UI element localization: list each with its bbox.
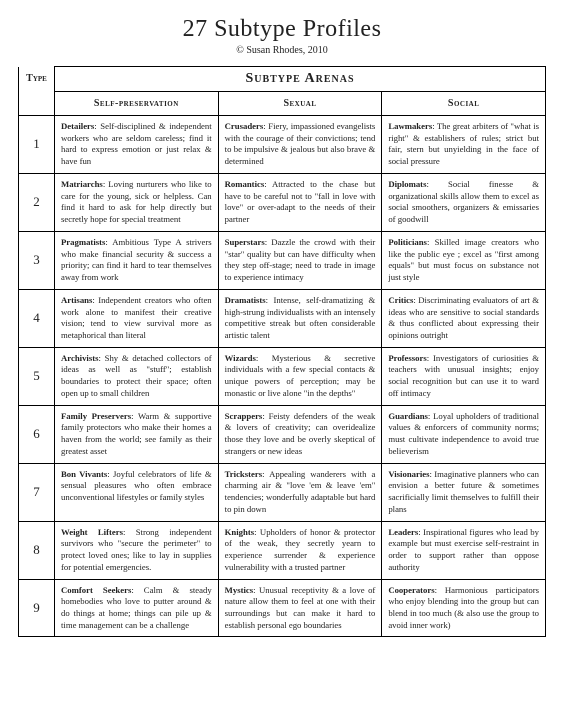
subtype-cell: Politicians: Skilled image creators who … xyxy=(382,231,546,289)
subtype-name: Critics xyxy=(388,295,413,305)
subtype-cell: Matriarchs: Loving nurturers who like to… xyxy=(55,173,219,231)
copyright: © Susan Rhodes, 2010 xyxy=(18,45,546,56)
subtype-cell: Dramatists: Intense, self-dramatizing & … xyxy=(218,289,382,347)
subtype-cell: Pragmatists: Ambitious Type A strivers w… xyxy=(55,231,219,289)
subtype-name: Tricksters xyxy=(225,469,262,479)
subtype-cell: Superstars: Dazzle the crowd with their … xyxy=(218,231,382,289)
type-number: 7 xyxy=(19,463,55,521)
page-title: 27 Subtype Profiles xyxy=(18,16,546,43)
type-number: 8 xyxy=(19,521,55,579)
subtype-name: Lawmakers xyxy=(388,121,432,131)
subtype-name: Visionaries xyxy=(388,469,429,479)
type-number: 6 xyxy=(19,405,55,463)
col-sp-header: Self-preservation xyxy=(55,92,219,116)
subtype-name: Romantics xyxy=(225,179,265,189)
subtype-cell: Critics: Discriminating evaluators of ar… xyxy=(382,289,546,347)
spanner-header: Subtype Arenas xyxy=(55,67,546,92)
subtype-cell: Scrappers: Feisty defenders of the weak … xyxy=(218,405,382,463)
subtype-name: Detailers xyxy=(61,121,94,131)
type-number: 9 xyxy=(19,579,55,637)
table-body: 1Detailers: Self-disciplined & independe… xyxy=(19,116,546,637)
subtype-cell: Cooperators: Harmonious participators wh… xyxy=(382,579,546,637)
subtype-cell: Professors: Investigators of curiosities… xyxy=(382,347,546,405)
subtype-cell: Detailers: Self-disciplined & independen… xyxy=(55,116,219,174)
subtype-name: Knights xyxy=(225,527,254,537)
subtype-name: Superstars xyxy=(225,237,265,247)
col-sx-header: Sexual xyxy=(218,92,382,116)
subtype-cell: Mystics: Unusual receptivity & a love of… xyxy=(218,579,382,637)
type-number: 3 xyxy=(19,231,55,289)
subtype-cell: Family Preservers: Warm & supportive fam… xyxy=(55,405,219,463)
type-number: 2 xyxy=(19,173,55,231)
subtype-cell: Weight Lifters: Strong independent survi… xyxy=(55,521,219,579)
subtype-name: Professors xyxy=(388,353,426,363)
subtype-cell: Visionaries: Imaginative planners who ca… xyxy=(382,463,546,521)
table-row: 5Archivists: Shy & detached collectors o… xyxy=(19,347,546,405)
table-row: 4Artisans: Independent creators who ofte… xyxy=(19,289,546,347)
subtype-name: Comfort Seekers xyxy=(61,585,131,595)
subtype-name: Crusaders xyxy=(225,121,264,131)
subtype-cell: Romantics: Attracted to the chase but ha… xyxy=(218,173,382,231)
subtype-cell: Wizards: Mysterious & secretive individu… xyxy=(218,347,382,405)
table-row: 8Weight Lifters: Strong independent surv… xyxy=(19,521,546,579)
subtype-cell: Lawmakers: The great arbiters of "what i… xyxy=(382,116,546,174)
col-so-header: Social xyxy=(382,92,546,116)
subtype-name: Archivists xyxy=(61,353,99,363)
subtype-name: Pragmatists xyxy=(61,237,105,247)
subtype-name: Artisans xyxy=(61,295,92,305)
subtype-name: Politicians xyxy=(388,237,427,247)
subtype-name: Guardians xyxy=(388,411,428,421)
subtype-name: Bon Vivants xyxy=(61,469,107,479)
subtype-name: Dramatists xyxy=(225,295,266,305)
subtype-cell: Crusaders: Fiery, impassioned evangelist… xyxy=(218,116,382,174)
subtype-cell: Artisans: Independent creators who often… xyxy=(55,289,219,347)
subtype-name: Mystics xyxy=(225,585,253,595)
table-row: 7Bon Vivants: Joyful celebrators of life… xyxy=(19,463,546,521)
subtype-name: Diplomats xyxy=(388,179,426,189)
table-row: 9Comfort Seekers: Calm & steady homebodi… xyxy=(19,579,546,637)
subtype-name: Leaders xyxy=(388,527,418,537)
table-row: 1Detailers: Self-disciplined & independe… xyxy=(19,116,546,174)
subtype-cell: Knights: Upholders of honor & protector … xyxy=(218,521,382,579)
subtype-cell: Diplomats: Social finesse & organization… xyxy=(382,173,546,231)
subtype-name: Wizards xyxy=(225,353,256,363)
type-number: 4 xyxy=(19,289,55,347)
subtype-cell: Tricksters: Appealing wanderers with a c… xyxy=(218,463,382,521)
subtype-name: Weight Lifters xyxy=(61,527,123,537)
subtype-name: Matriarchs xyxy=(61,179,103,189)
type-number: 5 xyxy=(19,347,55,405)
subtype-name: Scrappers xyxy=(225,411,263,421)
subtype-table: Type Subtype Arenas Self-preservation Se… xyxy=(18,66,546,637)
subtype-cell: Guardians: Loyal upholders of traditiona… xyxy=(382,405,546,463)
subtype-cell: Bon Vivants: Joyful celebrators of life … xyxy=(55,463,219,521)
subtype-cell: Comfort Seekers: Calm & steady homebodie… xyxy=(55,579,219,637)
table-row: 3Pragmatists: Ambitious Type A strivers … xyxy=(19,231,546,289)
table-row: 2Matriarchs: Loving nurturers who like t… xyxy=(19,173,546,231)
subtype-name: Family Preservers xyxy=(61,411,131,421)
col-type-header: Type xyxy=(19,67,55,116)
subtype-name: Cooperators xyxy=(388,585,434,595)
subtype-cell: Archivists: Shy & detached collectors of… xyxy=(55,347,219,405)
type-number: 1 xyxy=(19,116,55,174)
subtype-cell: Leaders: Inspirational figures who lead … xyxy=(382,521,546,579)
table-row: 6Family Preservers: Warm & supportive fa… xyxy=(19,405,546,463)
